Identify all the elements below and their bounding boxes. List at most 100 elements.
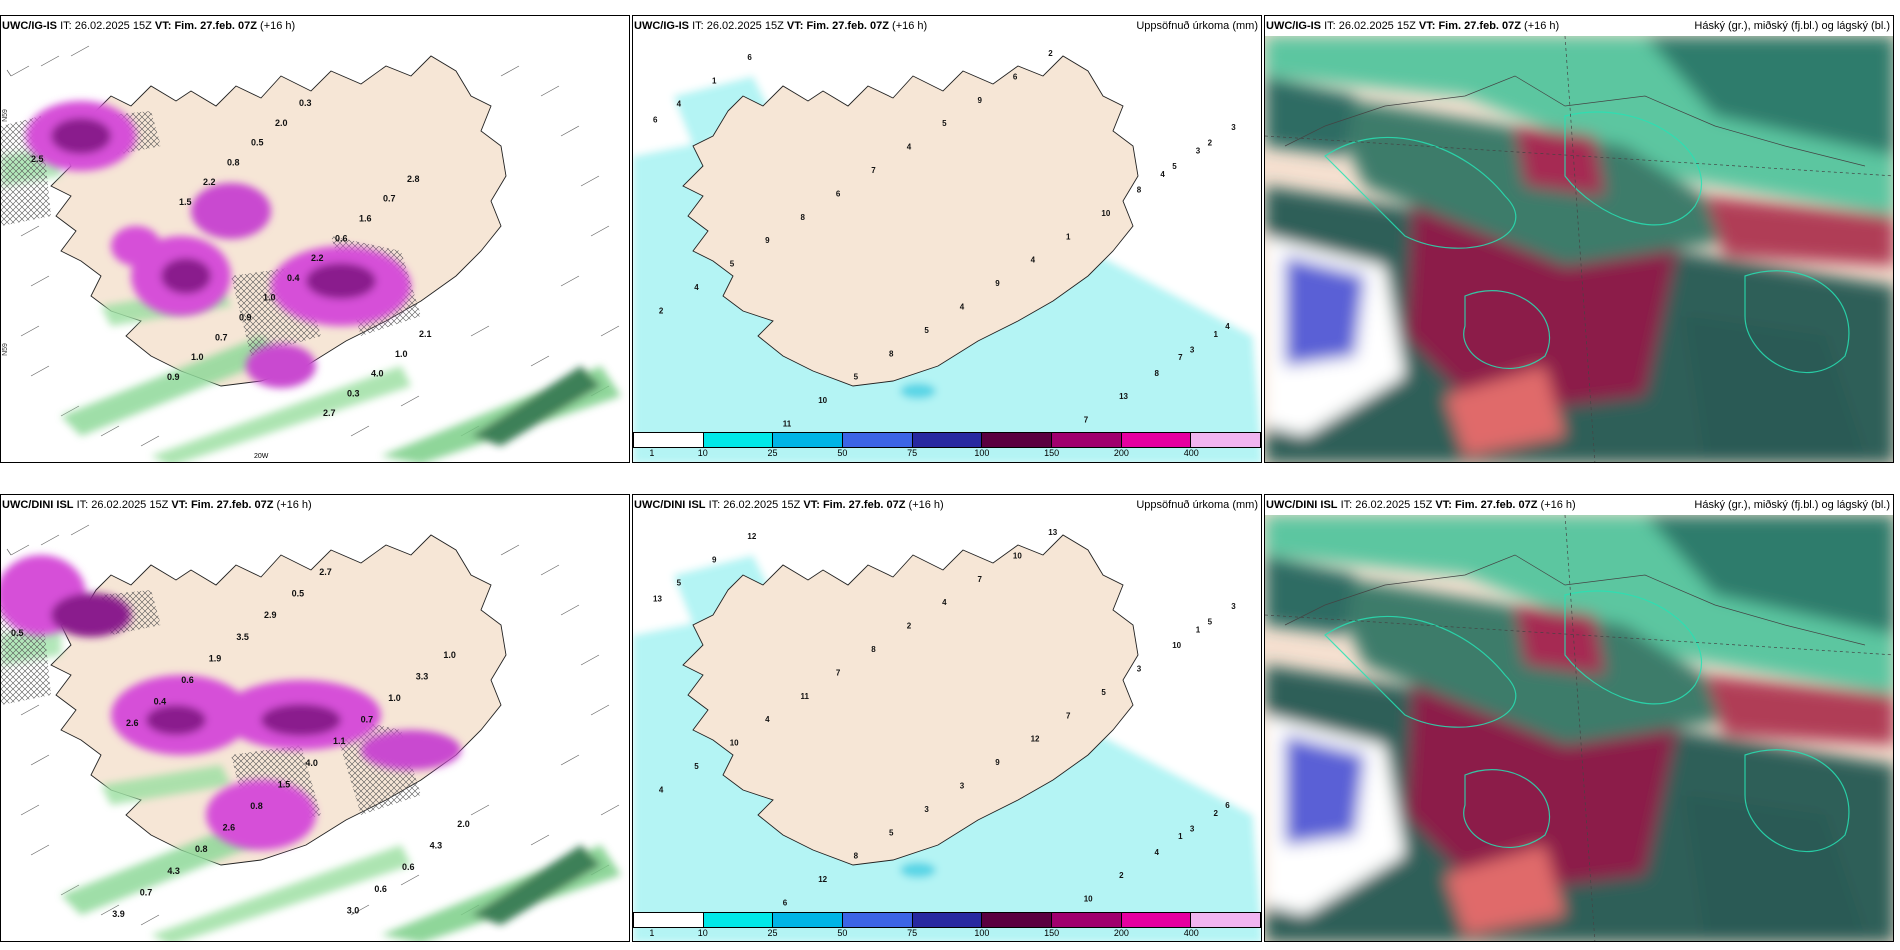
value-label: 0.4 bbox=[154, 697, 167, 707]
model-name: UWC/IG-IS bbox=[2, 20, 57, 32]
value-label: 0.6 bbox=[402, 862, 415, 872]
value-label: 1 bbox=[1196, 626, 1201, 635]
vt-value: Fim. 27.feb. 07Z bbox=[1438, 20, 1521, 32]
value-label: 6 bbox=[1225, 801, 1230, 810]
value-label: 2 bbox=[1048, 49, 1053, 58]
value-label: 3.0 bbox=[347, 905, 360, 915]
value-label: 1.6 bbox=[359, 214, 372, 224]
value-label: 0.6 bbox=[374, 884, 387, 894]
value-label: 2.2 bbox=[203, 177, 216, 187]
value-label: 11 bbox=[801, 692, 810, 701]
vt-label: VT: bbox=[171, 499, 188, 511]
value-label: 0.7 bbox=[383, 194, 396, 204]
value-label: 7 bbox=[978, 575, 983, 584]
value-label: 1.1 bbox=[333, 736, 346, 746]
precip-legend-top: 1 10 25 50 75 100 150 200 400 bbox=[633, 432, 1261, 458]
value-label: 13 bbox=[653, 594, 662, 603]
value-label: 1.0 bbox=[191, 352, 204, 362]
legend-swatch bbox=[1052, 433, 1122, 447]
value-label: 2.2 bbox=[311, 253, 324, 263]
legend-tick-label: 10 bbox=[697, 928, 708, 938]
precip-value-labels: 0.5 2.0 1.0 4.3 3.3 0.6 1.0 0.6 0.7 3.0 1.1 2.7 4.0 0… bbox=[11, 567, 470, 919]
value-label: 1 bbox=[1066, 232, 1071, 241]
value-label: 9 bbox=[995, 279, 1000, 288]
legend-tick-label: 100 bbox=[974, 448, 990, 458]
panel-title: Háský (gr.), miðský (fj.bl.) og lágský (… bbox=[1694, 499, 1890, 511]
value-label: 0.5 bbox=[11, 628, 24, 638]
value-label: 8 bbox=[1137, 186, 1142, 195]
value-label: 1.9 bbox=[209, 653, 222, 663]
legend-swatch bbox=[634, 913, 704, 927]
vt-label: VT: bbox=[803, 499, 820, 511]
lead-time: (+16 h) bbox=[1540, 499, 1576, 511]
value-label: 6 bbox=[747, 53, 752, 62]
value-label: 2.1 bbox=[419, 329, 432, 339]
value-label: 0.6 bbox=[181, 675, 194, 685]
panel-header: UWC/IG-IS IT: 26.02.2025 15Z VT: Fim. 27… bbox=[1265, 16, 1893, 36]
value-label: 2.0 bbox=[457, 819, 470, 829]
value-label: 5 bbox=[854, 373, 859, 382]
vt-label: VT: bbox=[1418, 20, 1436, 32]
value-label: 5 bbox=[889, 828, 894, 837]
panel-header: UWC/DINI ISL IT: 26.02.2025 15Z VT: Fim.… bbox=[1265, 495, 1893, 515]
value-label: 1 bbox=[712, 76, 717, 85]
value-label: 2 bbox=[1214, 809, 1219, 818]
value-label: 3 bbox=[1137, 665, 1142, 674]
legend-swatch bbox=[843, 433, 913, 447]
legend-swatch bbox=[703, 433, 774, 447]
vt-value: Fim. 27.feb. 07Z bbox=[190, 499, 274, 511]
map-canvas: 1365310432510713121097343258871211641210… bbox=[633, 515, 1262, 942]
value-label: 10 bbox=[1172, 641, 1181, 650]
legend-ticks: 1 10 25 50 75 100 150 200 400 bbox=[633, 928, 1261, 938]
value-label: 6 bbox=[783, 899, 788, 908]
it-label: IT: bbox=[1340, 499, 1353, 511]
legend-colorbar bbox=[633, 432, 1261, 448]
legend-swatch bbox=[1121, 913, 1192, 927]
value-label: 2.7 bbox=[323, 408, 336, 418]
map-canvas: 0.5 2.0 1.0 4.3 3.3 0.6 1.0 0.6 0.7 3.0 1.1 2.7 4.0 0… bbox=[1, 524, 630, 942]
it-value: 26.02.2025 15Z bbox=[1338, 20, 1416, 32]
value-label: 5 bbox=[1208, 618, 1213, 627]
value-label: 0.4 bbox=[287, 273, 300, 283]
value-label: 1.0 bbox=[443, 650, 456, 660]
legend-swatch bbox=[912, 913, 983, 927]
accum-value-labels: 1365310432510713121097343258871211641210… bbox=[653, 528, 1236, 908]
legend-tick-label: 1 bbox=[649, 448, 655, 458]
value-label: 2.8 bbox=[407, 174, 420, 184]
value-label: 0.9 bbox=[167, 372, 180, 382]
wind-precip-map-bottom: UWC/DINI ISL IT: 26.02.2025 15Z VT: Fim.… bbox=[0, 494, 630, 942]
value-label: 0.5 bbox=[292, 589, 305, 599]
it-label: IT: bbox=[76, 499, 89, 511]
legend-swatch bbox=[773, 913, 844, 927]
legend-tick-label: 75 bbox=[907, 928, 918, 938]
value-label: 0.7 bbox=[361, 715, 374, 725]
legend-tick-label: 150 bbox=[1044, 448, 1060, 458]
value-label: 2 bbox=[907, 622, 912, 631]
legend-tick-label: 75 bbox=[907, 448, 918, 458]
value-label: 10 bbox=[730, 739, 739, 748]
value-label: 8 bbox=[1155, 369, 1160, 378]
value-label: 4 bbox=[1031, 256, 1036, 265]
legend-tick-label: 200 bbox=[1113, 928, 1129, 938]
vt-value: Fim. 27.feb. 07Z bbox=[174, 20, 257, 32]
vt-value: Fim. 27.feb. 07Z bbox=[806, 20, 889, 32]
legend-swatch bbox=[982, 913, 1053, 927]
value-label: 7 bbox=[836, 668, 841, 677]
value-label: 10 bbox=[818, 396, 827, 405]
value-label: 2.7 bbox=[319, 567, 332, 577]
value-label: 1.5 bbox=[278, 779, 291, 789]
legend-tick-label: 400 bbox=[1183, 928, 1199, 938]
value-label: 12 bbox=[1031, 735, 1040, 744]
value-label: 4.0 bbox=[371, 369, 384, 379]
legend-tick-label: 50 bbox=[837, 448, 848, 458]
value-label: 3 bbox=[1231, 123, 1236, 132]
value-label: 5 bbox=[942, 119, 947, 128]
panel-title: Uppsöfnuð úrkoma (mm) bbox=[1136, 20, 1258, 32]
wind-precip-map-top: UWC/IG-IS IT: 26.02.2025 15Z VT: Fim. 27… bbox=[0, 15, 630, 463]
legend-tick-label: 200 bbox=[1113, 448, 1129, 458]
legend-tick-label: 100 bbox=[974, 928, 990, 938]
value-label: 7 bbox=[1066, 711, 1071, 720]
legend-tick-label: 25 bbox=[767, 928, 778, 938]
lat-label: N59 bbox=[1, 109, 9, 122]
value-label: 8 bbox=[801, 213, 806, 222]
